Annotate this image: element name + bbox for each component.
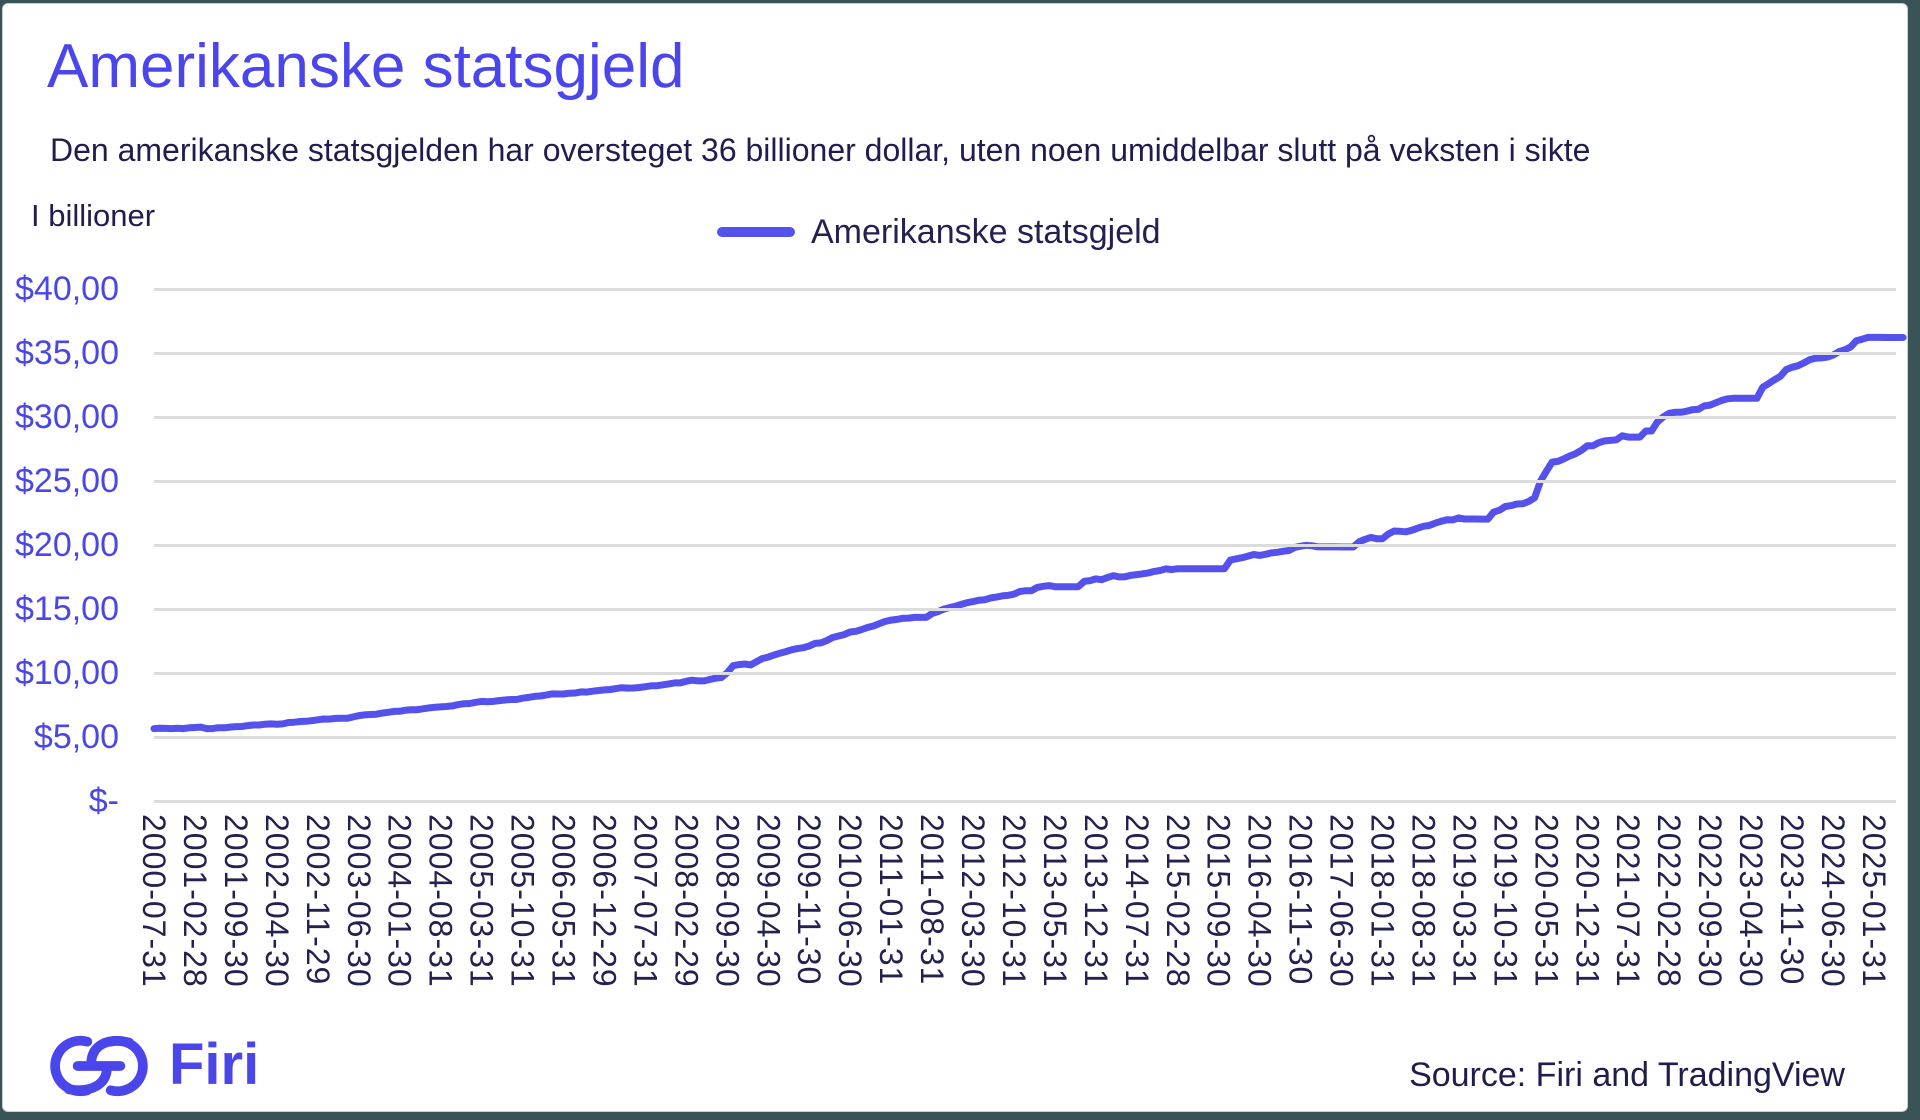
gridline-30 <box>154 416 1896 419</box>
gridline-10 <box>154 672 1896 675</box>
x-axis-tick-label: 2019-03-31 <box>1446 814 1483 988</box>
source-attribution: Source: Firi and TradingView <box>1409 1056 1845 1094</box>
x-axis-tick-label: 2001-02-28 <box>176 814 213 988</box>
y-axis-unit-label: I billioner <box>31 198 156 233</box>
chart-subtitle: Den amerikanske statsgjelden har overste… <box>50 132 1591 168</box>
x-axis-tick-label: 2000-07-31 <box>136 814 172 988</box>
x-axis-tick-label: 2012-03-30 <box>955 814 991 988</box>
gridline-0 <box>154 800 1896 803</box>
gridline-40 <box>154 288 1896 291</box>
x-axis-tick-label: 2014-07-31 <box>1118 814 1155 988</box>
x-axis-tick-label: 2013-05-31 <box>1036 814 1073 988</box>
x-axis-tick-label: 2008-02-29 <box>668 814 705 988</box>
x-axis-tick-label: 2010-06-30 <box>832 814 869 988</box>
x-axis-tick-label: 2001-09-30 <box>217 814 254 988</box>
y-axis-tick-label: $- <box>88 782 119 820</box>
firi-logo: Firi <box>41 1030 259 1100</box>
x-axis-tick-label: 2003-06-30 <box>340 814 377 988</box>
x-axis-tick-label: 2005-10-31 <box>504 814 541 988</box>
gridline-20 <box>154 544 1896 547</box>
chart-legend: Amerikanske statsgjeld <box>717 210 1161 254</box>
y-axis-tick-label: $35,00 <box>15 334 119 372</box>
x-axis-tick-label: 2008-09-30 <box>709 814 746 988</box>
x-axis-tick-label: 2016-11-30 <box>1282 814 1319 986</box>
y-axis-tick-label: $10,00 <box>15 654 119 692</box>
x-axis-tick-label: 2020-05-31 <box>1528 814 1565 988</box>
x-axis-tick-label: 2013-12-31 <box>1077 814 1114 988</box>
x-axis-tick-label: 2015-02-28 <box>1159 814 1196 988</box>
y-axis-tick-label: $40,00 <box>15 270 119 308</box>
x-axis-tick-label: 2018-08-31 <box>1405 814 1442 988</box>
gridline-25 <box>154 480 1896 483</box>
x-axis-tick-label: 2024-06-30 <box>1814 814 1851 988</box>
y-axis-tick-label: $25,00 <box>15 462 119 500</box>
gridline-15 <box>154 608 1896 611</box>
x-axis-tick-label: 2023-04-30 <box>1733 814 1770 988</box>
debt-line-series <box>150 333 1907 733</box>
y-axis-tick-label: $20,00 <box>15 526 119 564</box>
x-axis-tick-label: 2017-06-30 <box>1323 814 1360 988</box>
x-axis-tick-label: 2023-11-30 <box>1774 814 1810 986</box>
chart-card: Amerikanske statsgjeld Den amerikanske s… <box>2 3 1908 1112</box>
y-axis-tick-label: $30,00 <box>15 398 119 436</box>
x-axis-tick-label: 2009-04-30 <box>750 814 787 988</box>
x-axis-tick-label: 2005-03-31 <box>463 814 500 988</box>
x-axis-tick-label: 2020-12-31 <box>1569 814 1606 988</box>
x-axis-tick-label: 2021-07-31 <box>1610 814 1647 988</box>
x-axis-tick-label: 2012-10-31 <box>995 814 1032 988</box>
x-axis-tick-label: 2022-09-30 <box>1692 814 1729 988</box>
page-title: Amerikanske statsgjeld <box>47 32 685 101</box>
x-axis-tick-label: 2025-01-31 <box>1855 814 1892 988</box>
firi-logo-icon <box>50 1035 148 1097</box>
x-axis-tick-label: 2016-04-30 <box>1241 814 1278 988</box>
y-axis-tick-label: $15,00 <box>15 590 119 628</box>
x-axis-tick-label: 2011-08-31 <box>914 814 951 986</box>
x-axis-tick-label: 2015-09-30 <box>1200 814 1237 988</box>
legend-line-swatch <box>717 227 795 237</box>
gridline-35 <box>154 352 1896 355</box>
gridline-5 <box>154 736 1896 739</box>
x-axis-tick-label: 2011-01-31 <box>873 814 910 986</box>
x-axis-tick-label: 2002-04-30 <box>258 814 295 988</box>
legend-series-label: Amerikanske statsgjeld <box>811 212 1161 251</box>
x-axis-tick-label: 2002-11-29 <box>299 814 336 986</box>
y-axis-tick-label: $5,00 <box>33 718 119 756</box>
firi-logo-text: Firi <box>169 1032 260 1097</box>
x-axis-tick-label: 2006-12-29 <box>586 814 623 988</box>
x-axis-tick-label: 2004-01-30 <box>381 814 418 988</box>
x-axis-tick-label: 2019-10-31 <box>1487 814 1524 988</box>
x-axis-tick-label: 2004-08-31 <box>422 814 459 988</box>
x-axis-tick-label: 2018-01-31 <box>1364 814 1401 988</box>
x-axis-tick-label: 2022-02-28 <box>1651 814 1688 988</box>
x-axis-tick-label: 2007-07-31 <box>627 814 664 988</box>
x-axis-tick-label: 2009-11-30 <box>791 814 828 986</box>
x-axis-tick-label: 2006-05-31 <box>545 814 582 988</box>
